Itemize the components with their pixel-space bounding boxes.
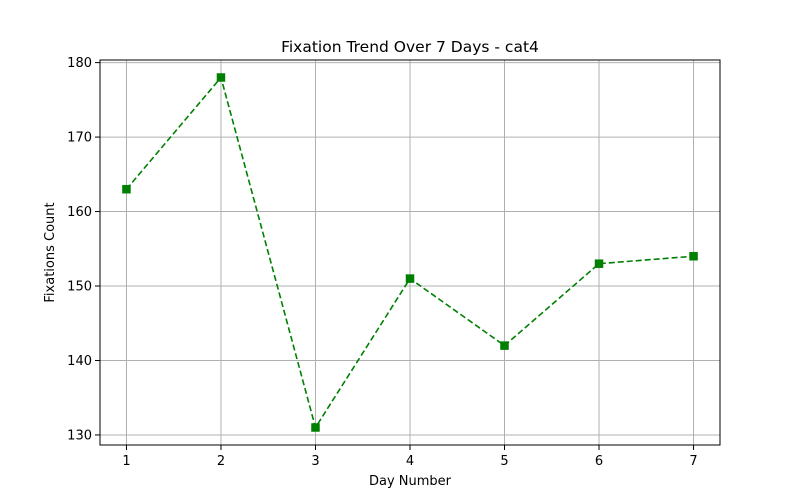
y-tick-label: 140 — [67, 354, 92, 369]
series-layer — [122, 73, 698, 432]
data-point-marker — [122, 184, 131, 194]
y-tick-label: 170 — [67, 131, 92, 146]
x-axis: 1 2 3 4 5 6 7 — [122, 445, 698, 469]
y-tick-label: 180 — [67, 56, 92, 71]
data-point-marker — [216, 73, 226, 82]
y-tick-label: 130 — [67, 428, 92, 443]
data-point-marker — [500, 341, 509, 350]
x-tick-label: 2 — [217, 454, 225, 469]
y-axis: 130 140 150 160 170 180 — [67, 56, 100, 443]
y-tick-label: 160 — [67, 205, 92, 220]
y-tick-label: 150 — [67, 280, 92, 295]
data-point-marker — [594, 259, 604, 268]
chart-title: Fixation Trend Over 7 Days - cat4 — [281, 38, 539, 56]
x-tick-label: 3 — [311, 454, 319, 469]
grid — [100, 60, 720, 445]
x-axis-label: Day Number — [369, 474, 452, 489]
y-axis-label: Fixations Count — [43, 202, 58, 302]
x-tick-label: 4 — [406, 454, 414, 469]
x-tick-label: 1 — [122, 454, 130, 469]
data-point-marker — [311, 423, 320, 432]
x-tick-label: 5 — [500, 454, 508, 469]
data-point-marker — [689, 251, 698, 261]
x-tick-label: 7 — [689, 454, 697, 469]
x-tick-label: 6 — [595, 454, 603, 469]
data-point-marker — [405, 274, 415, 283]
